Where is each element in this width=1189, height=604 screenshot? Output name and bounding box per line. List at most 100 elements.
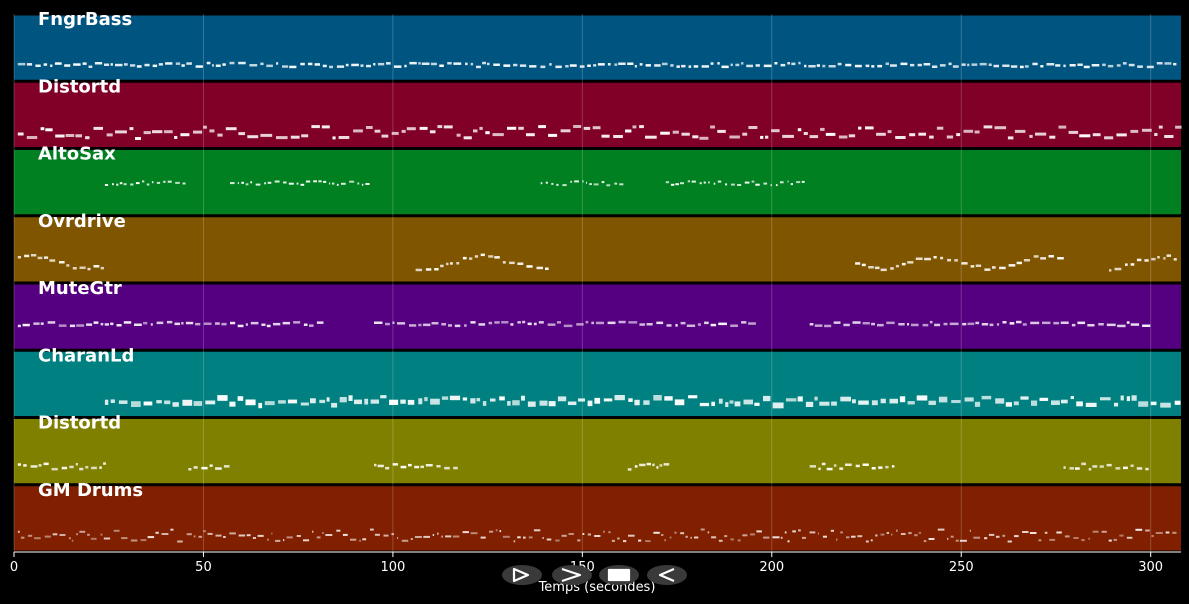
note	[229, 61, 235, 65]
note	[665, 181, 670, 184]
note	[1174, 400, 1181, 405]
note	[494, 256, 500, 259]
note	[992, 266, 996, 269]
note	[555, 65, 562, 69]
note	[381, 134, 389, 138]
note	[895, 264, 899, 268]
track-name-label: Distortd	[38, 413, 121, 434]
note	[809, 323, 814, 326]
control-pill	[502, 565, 542, 585]
note	[113, 529, 120, 532]
note	[561, 534, 567, 537]
track-name-label: CharanLd	[38, 345, 134, 366]
note	[308, 62, 313, 66]
note	[441, 535, 443, 538]
step-forward-button[interactable]	[502, 565, 542, 585]
note	[73, 63, 81, 66]
note	[167, 180, 172, 183]
note	[526, 133, 535, 137]
note	[618, 320, 626, 324]
note	[470, 398, 476, 404]
note	[988, 533, 995, 536]
note	[453, 466, 458, 470]
track-lane[interactable]	[14, 82, 1182, 147]
note	[487, 62, 490, 66]
note	[594, 535, 601, 537]
play-button[interactable]	[552, 565, 592, 585]
rewind-button[interactable]	[647, 565, 687, 585]
note	[731, 183, 735, 186]
note	[1048, 255, 1054, 258]
note	[193, 130, 203, 134]
track-lane[interactable]	[14, 351, 1181, 416]
note	[274, 180, 280, 183]
note	[400, 399, 406, 404]
note	[374, 129, 381, 133]
note	[255, 183, 261, 186]
note	[523, 536, 526, 539]
note	[185, 321, 194, 325]
note	[1046, 63, 1055, 66]
note	[838, 135, 848, 139]
note	[17, 132, 24, 136]
note	[718, 322, 727, 326]
note	[587, 64, 591, 67]
track-lane-background	[14, 15, 1181, 80]
note	[142, 180, 145, 183]
note	[31, 254, 37, 257]
track-lane[interactable]	[14, 419, 1181, 484]
note	[660, 131, 670, 135]
note	[193, 535, 196, 538]
track-lane[interactable]	[14, 217, 1181, 282]
note	[24, 254, 30, 258]
note	[354, 399, 362, 405]
note	[984, 268, 991, 271]
track-lane[interactable]	[14, 486, 1181, 551]
stop-button[interactable]	[599, 565, 639, 585]
note	[569, 64, 577, 67]
note	[900, 533, 906, 535]
note	[181, 322, 184, 325]
note	[377, 464, 384, 468]
note	[628, 398, 633, 402]
note	[836, 538, 838, 541]
note	[1020, 396, 1029, 400]
note	[589, 183, 592, 186]
note	[900, 62, 908, 66]
note	[780, 181, 784, 184]
track-lane[interactable]	[14, 284, 1181, 349]
x-tick-label: 100	[380, 560, 405, 575]
note	[252, 537, 256, 539]
note	[907, 261, 914, 264]
note	[474, 255, 479, 258]
note	[885, 62, 889, 65]
note	[437, 532, 439, 535]
note	[361, 183, 364, 186]
note	[877, 323, 884, 327]
note	[365, 183, 370, 185]
note	[473, 129, 478, 133]
note	[1154, 133, 1158, 136]
note	[1053, 321, 1060, 325]
note	[69, 465, 74, 469]
note	[437, 125, 443, 129]
note	[755, 64, 760, 67]
note	[429, 130, 436, 134]
note	[880, 533, 885, 536]
note	[152, 64, 158, 68]
track-lane[interactable]	[14, 150, 1181, 215]
note	[1031, 400, 1038, 406]
note	[75, 134, 82, 138]
note	[143, 321, 148, 325]
note	[93, 126, 103, 130]
note	[59, 261, 65, 264]
note	[784, 531, 787, 534]
note	[692, 135, 699, 139]
note	[366, 64, 371, 68]
note	[182, 182, 186, 185]
note	[822, 535, 827, 538]
track-lane[interactable]	[14, 15, 1181, 80]
note	[1069, 64, 1076, 67]
note	[814, 324, 823, 327]
